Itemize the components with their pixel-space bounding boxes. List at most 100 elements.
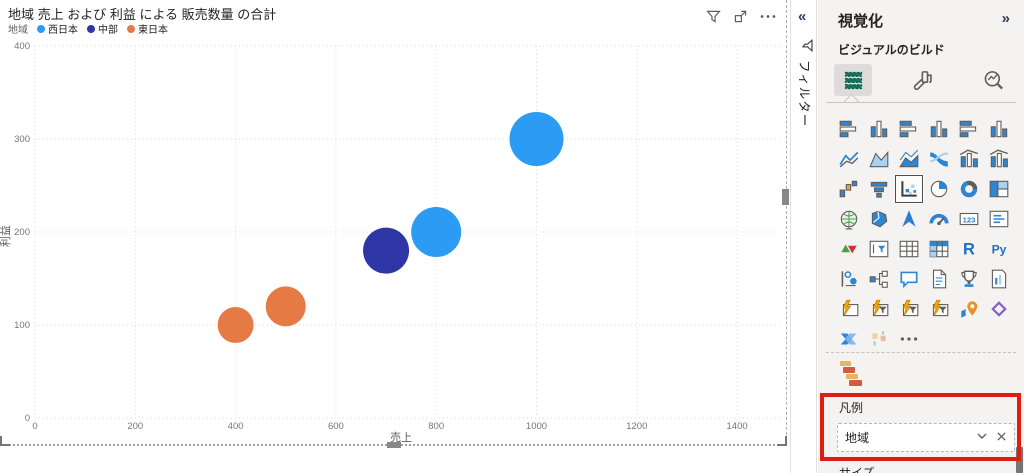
legend-items: 西日本 中部 東日本	[37, 21, 168, 36]
remove-field-icon[interactable]	[996, 429, 1007, 447]
svg-text:200: 200	[14, 227, 30, 238]
filled-map-icon[interactable]	[864, 204, 894, 234]
expand-filter-pane-chevron[interactable]: «	[798, 8, 807, 25]
legend-item[interactable]: 中部	[87, 21, 118, 36]
svg-text:1400: 1400	[727, 421, 748, 432]
svg-text:売上: 売上	[390, 431, 412, 444]
filter-funnel-icon	[796, 38, 816, 53]
filter-icon[interactable]	[705, 8, 722, 25]
svg-text:123: 123	[963, 215, 976, 224]
scatter-chart-visual[interactable]: 0 100 200 300 400 0 200 400 600 800 1000 1200 1400 利益…	[0, 0, 789, 448]
stacked-bar-chart-icon[interactable]	[834, 114, 864, 144]
stacked-area-chart-icon[interactable]	[894, 144, 924, 174]
tab-build-visual[interactable]	[834, 64, 872, 96]
resize-handle-bottom[interactable]	[387, 442, 401, 448]
python-visual-icon[interactable]: Py	[984, 234, 1014, 264]
power-automate-icon[interactable]	[834, 324, 864, 354]
filter-pane-vertical-header[interactable]: フィルター	[794, 38, 817, 188]
ribbon-chart-icon[interactable]	[924, 144, 954, 174]
report-canvas: 0 100 200 300 400 0 200 400 600 800 1000 1200 1400 利益…	[0, 0, 789, 448]
ai-slicer-list-icon[interactable]	[924, 294, 954, 324]
svg-text:400: 400	[14, 41, 30, 52]
card-icon[interactable]: 123	[954, 204, 984, 234]
svg-text:利益: 利益	[0, 225, 12, 247]
legend-title: 地域	[8, 25, 28, 36]
map-icon[interactable]	[834, 204, 864, 234]
tab-analytics[interactable]	[974, 64, 1012, 96]
decomposition-tree-icon[interactable]	[864, 264, 894, 294]
bubble-中部[interactable]	[363, 227, 410, 274]
brick-stack-icon[interactable]	[836, 357, 864, 389]
legend-item[interactable]: 西日本	[37, 21, 78, 36]
waterfall-chart-icon[interactable]	[834, 174, 864, 204]
paginated-report-icon[interactable]	[984, 264, 1014, 294]
svg-text:1200: 1200	[626, 421, 647, 432]
table-icon[interactable]	[894, 234, 924, 264]
100-stacked-bar-chart-icon[interactable]	[954, 114, 984, 144]
tab-format-visual[interactable]	[904, 64, 942, 96]
svg-text:100: 100	[14, 320, 30, 331]
clustered-column-chart-icon[interactable]	[924, 114, 954, 144]
stacked-column-chart-icon[interactable]	[864, 114, 894, 144]
visual-type-gallery: 123 R Py	[834, 114, 1016, 354]
smart-narrative-icon[interactable]	[924, 264, 954, 294]
svg-text:200: 200	[127, 421, 143, 432]
legend-well-label: 凡例	[839, 401, 864, 415]
expand-pane-chevron[interactable]: »	[1001, 10, 1010, 27]
resize-handle-bottom-left[interactable]	[0, 436, 10, 446]
gauge-icon[interactable]	[924, 204, 954, 234]
filter-pane-collapsed[interactable]	[790, 0, 817, 473]
build-visual-section-title: ビジュアルのビルド	[838, 43, 945, 57]
scatter-chart-icon[interactable]	[894, 174, 924, 204]
svg-text:400: 400	[228, 421, 244, 432]
legend-item[interactable]: 東日本	[127, 21, 168, 36]
pane-scrollbar-thumb[interactable]	[1016, 447, 1023, 473]
svg-text:1000: 1000	[526, 421, 547, 432]
treemap-icon[interactable]	[984, 174, 1014, 204]
q-and-a-icon[interactable]	[894, 264, 924, 294]
svg-text:0: 0	[32, 421, 37, 432]
bubble-西日本[interactable]	[411, 207, 462, 257]
resize-handle-right[interactable]	[782, 189, 789, 205]
pane-tabs	[834, 62, 1012, 98]
power-apps-icon[interactable]	[984, 294, 1014, 324]
ai-slicer-text-icon[interactable]	[894, 294, 924, 324]
multi-row-card-icon[interactable]	[984, 204, 1014, 234]
arcgis-map-icon[interactable]	[954, 294, 984, 324]
kpi-icon[interactable]	[834, 234, 864, 264]
100-stacked-column-chart-icon[interactable]	[984, 114, 1014, 144]
focus-mode-icon[interactable]	[732, 8, 749, 25]
metrics-icon[interactable]	[954, 264, 984, 294]
clustered-bar-chart-icon[interactable]	[894, 114, 924, 144]
custom-visual-icon[interactable]	[864, 324, 894, 354]
svg-text:Py: Py	[992, 242, 1007, 256]
chart-legend: 地域 西日本 中部 東日本	[8, 21, 168, 36]
pie-chart-icon[interactable]	[924, 174, 954, 204]
bubble-東日本[interactable]	[265, 286, 306, 327]
ai-card-icon[interactable]	[834, 294, 864, 324]
more-options-icon[interactable]	[759, 8, 777, 25]
legend-field-pill[interactable]: 地域	[837, 423, 1015, 452]
line-and-clustered-column-chart-icon[interactable]	[984, 144, 1014, 174]
size-well-label: サイズ	[839, 466, 875, 473]
key-influencers-icon[interactable]	[834, 264, 864, 294]
r-script-visual-icon[interactable]: R	[954, 234, 984, 264]
tabs-separator	[826, 102, 1016, 103]
bubble-東日本[interactable]	[217, 307, 254, 343]
area-chart-icon[interactable]	[864, 144, 894, 174]
line-and-stacked-column-chart-icon[interactable]	[954, 144, 984, 174]
resize-handle-bottom-right[interactable]	[777, 436, 787, 446]
filter-pane-title: フィルター	[797, 60, 811, 128]
matrix-icon[interactable]	[924, 234, 954, 264]
slicer-icon[interactable]	[864, 234, 894, 264]
more-visuals-options-icon[interactable]	[894, 324, 924, 354]
ai-slicer-button-icon[interactable]	[864, 294, 894, 324]
azure-map-icon[interactable]	[894, 204, 924, 234]
donut-chart-icon[interactable]	[954, 174, 984, 204]
legend-field-value: 地域	[845, 431, 870, 445]
line-chart-icon[interactable]	[834, 144, 864, 174]
bubble-chart-plot: 0 100 200 300 400 0 200 400 600 800 1000 1200 1400 利益…	[0, 41, 783, 444]
chevron-down-icon[interactable]	[976, 429, 988, 447]
funnel-chart-icon[interactable]	[864, 174, 894, 204]
bubble-西日本[interactable]	[509, 112, 564, 166]
